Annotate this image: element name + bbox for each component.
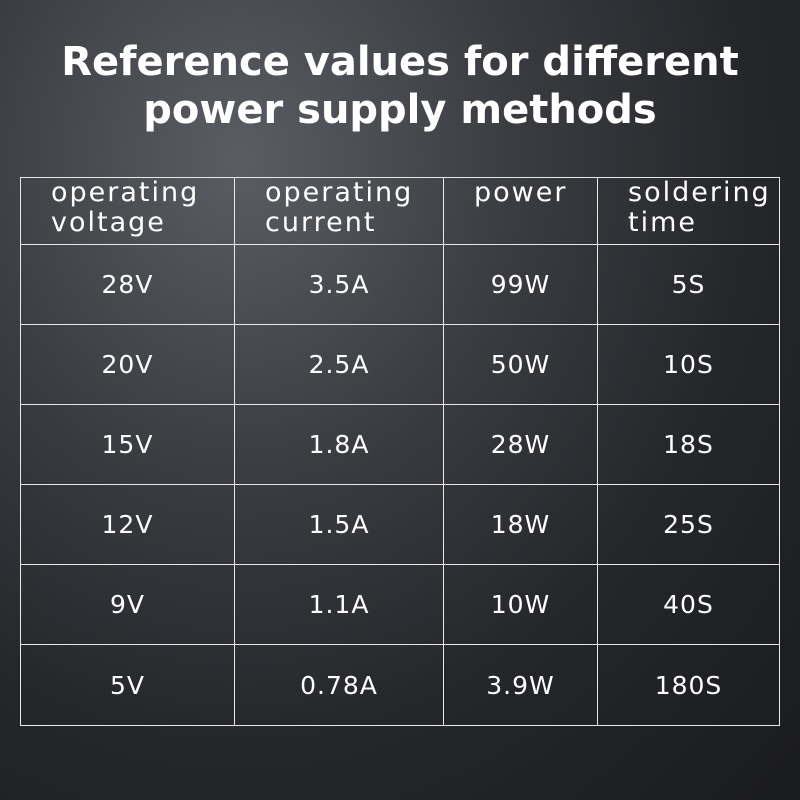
title-line: power supply methods xyxy=(143,87,657,133)
header-cell: operating current xyxy=(235,178,444,245)
table-cell: 20V xyxy=(21,325,235,405)
table-cell: 28V xyxy=(21,245,235,325)
table-cell: 18W xyxy=(444,485,598,565)
table-cell: 10S xyxy=(598,325,779,405)
header-text: power xyxy=(474,177,568,208)
header-text: soldering xyxy=(628,177,771,208)
table-cell: 12V xyxy=(21,485,235,565)
table-cell: 50W xyxy=(444,325,598,405)
table-cell: 1.5A xyxy=(235,485,444,565)
header-text: current xyxy=(265,207,377,238)
table-cell: 18S xyxy=(598,405,779,485)
table-cell: 10W xyxy=(444,565,598,645)
table-cell: 5S xyxy=(598,245,779,325)
table-cell: 1.8A xyxy=(235,405,444,485)
table-cell: 5V xyxy=(21,645,235,725)
header-cell: power xyxy=(444,178,598,245)
header-cell: operating voltage xyxy=(21,178,235,245)
table-cell: 3.9W xyxy=(444,645,598,725)
table-cell: 3.5A xyxy=(235,245,444,325)
table-cell: 180S xyxy=(654,670,723,700)
table-cell: 15V xyxy=(21,405,235,485)
table-cell: 1.1A xyxy=(235,565,444,645)
table-cell: 25S xyxy=(598,485,779,565)
header-text: operating xyxy=(265,177,414,208)
table-cell: 9V xyxy=(21,565,235,645)
header-cell: soldering time xyxy=(598,178,779,245)
table-cell: 2.5A xyxy=(235,325,444,405)
table-cell: 28W xyxy=(444,405,598,485)
header-text: operating xyxy=(51,177,200,208)
title: Reference values for different power supp… xyxy=(0,38,800,134)
reference-table: operating voltage operating current power sol… xyxy=(20,177,780,726)
table-cell: 40S xyxy=(598,565,779,645)
header-text: time xyxy=(628,207,698,238)
table-cell: 99W xyxy=(444,245,598,325)
title-line: Reference values for different xyxy=(61,39,739,85)
table-cell: 0.78A xyxy=(235,645,444,725)
header-text: voltage xyxy=(51,207,166,238)
